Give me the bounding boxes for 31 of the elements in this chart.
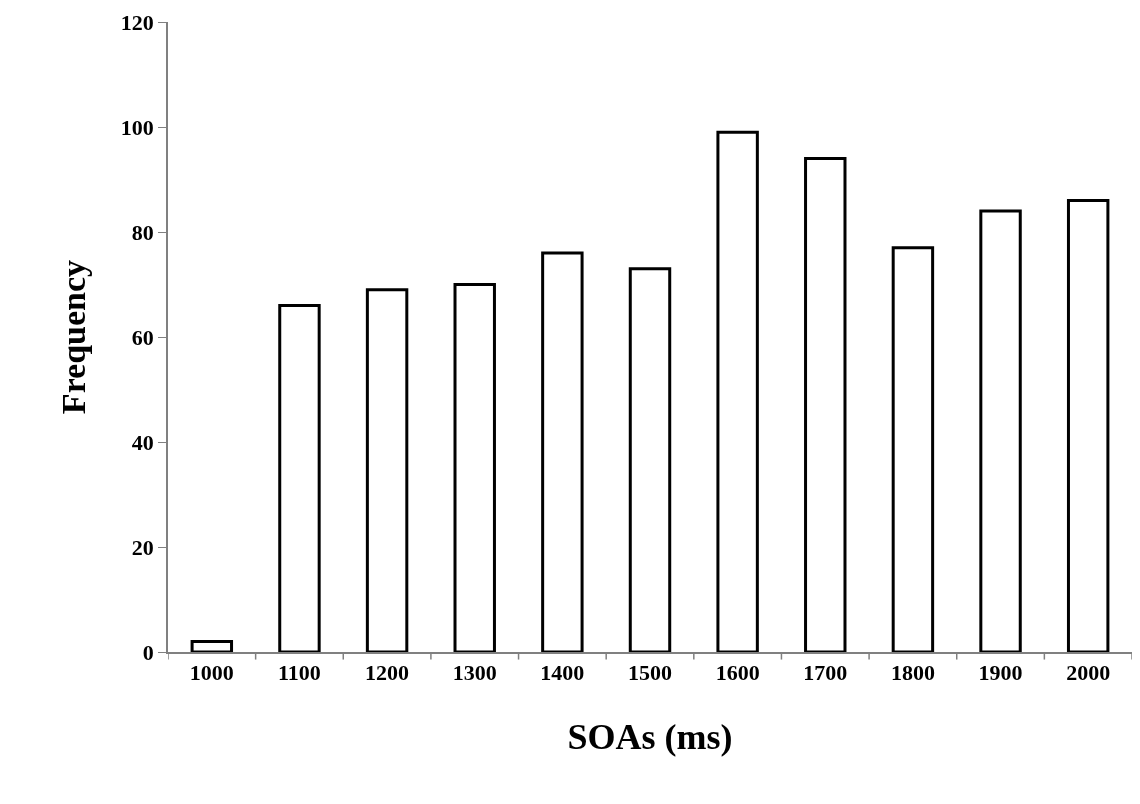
y-tick-label: 20 xyxy=(131,534,154,560)
y-axis-title: Frequency xyxy=(54,259,92,415)
x-tick-label: 1600 xyxy=(715,660,760,686)
x-tick-label: 1200 xyxy=(365,660,410,686)
x-tick-label: 1900 xyxy=(978,660,1023,686)
bar xyxy=(541,251,584,652)
bar xyxy=(628,267,672,652)
y-tick-label: 60 xyxy=(131,324,154,350)
x-tick-label: 2000 xyxy=(1066,660,1111,686)
x-tick-label: 1100 xyxy=(278,660,321,686)
x-tick-label: 1300 xyxy=(452,660,497,686)
bar xyxy=(365,288,409,652)
bar xyxy=(190,640,234,652)
bar xyxy=(979,209,1022,652)
x-tick-label: 1500 xyxy=(628,660,672,686)
bar xyxy=(804,157,847,652)
bar xyxy=(278,304,321,652)
bar xyxy=(716,130,759,652)
x-tick-label: 1400 xyxy=(540,660,585,686)
y-tick-label: 100 xyxy=(120,114,154,140)
y-tick-label: 80 xyxy=(131,219,154,245)
y-tick-label: 40 xyxy=(131,429,154,455)
x-tick-label: 1800 xyxy=(890,660,935,686)
y-tick-label: 120 xyxy=(120,9,154,35)
bar xyxy=(891,246,935,652)
x-tick-label: 1700 xyxy=(803,660,848,686)
x-tick-label: 1000 xyxy=(189,660,234,686)
x-axis-title: SOAs (ms) xyxy=(567,717,733,758)
bar xyxy=(453,283,496,652)
bar xyxy=(1066,199,1110,652)
y-tick-label: 0 xyxy=(142,639,154,665)
